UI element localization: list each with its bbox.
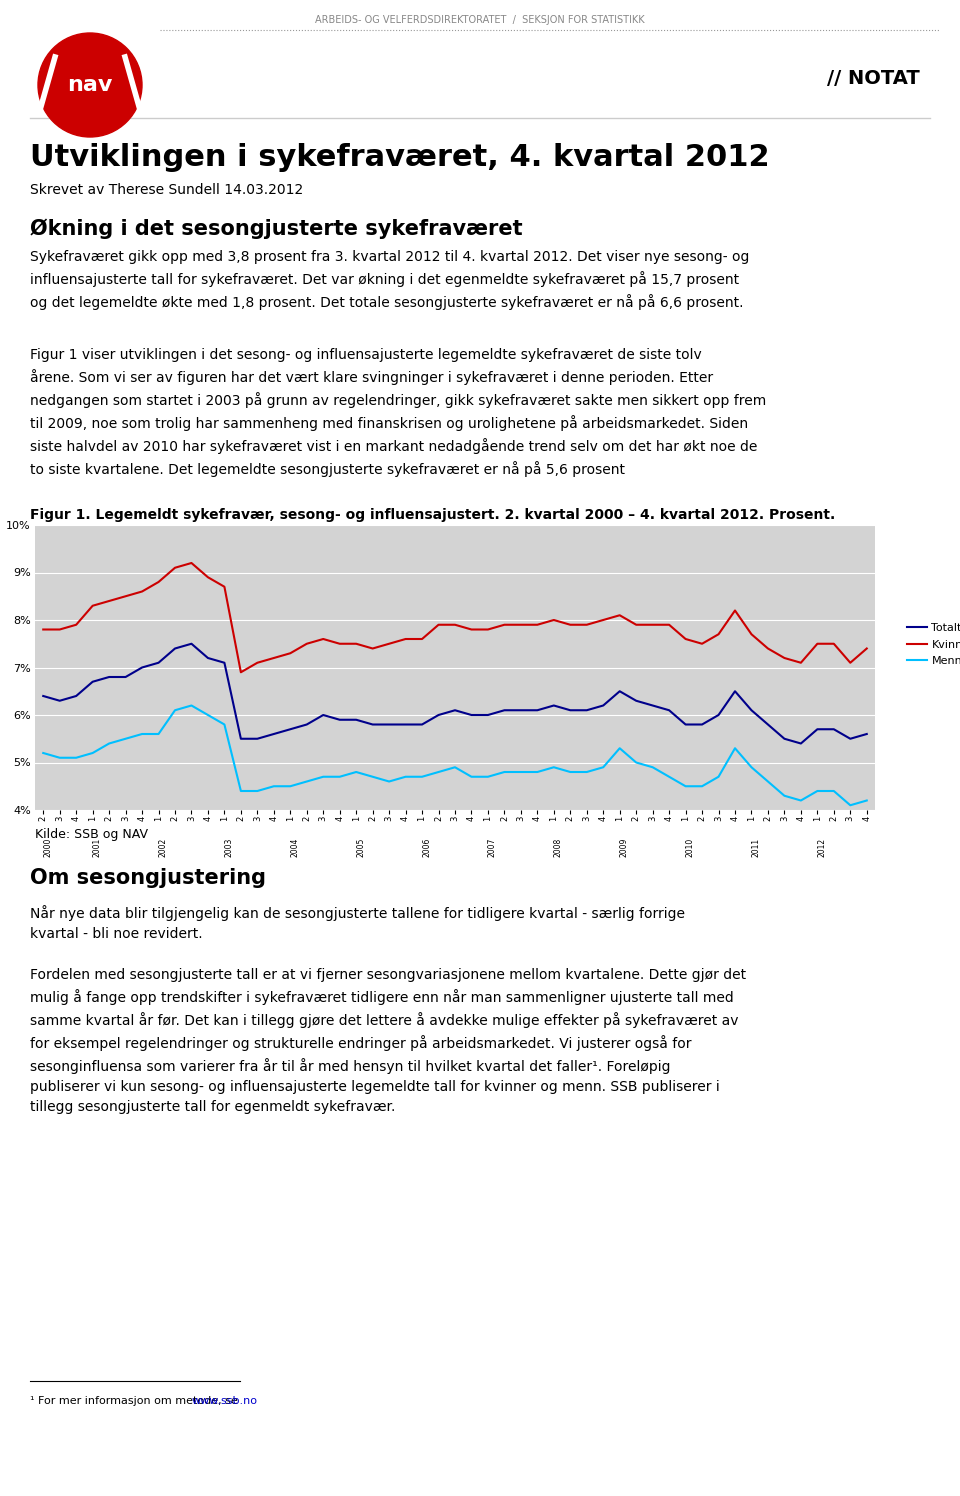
Text: 2000: 2000 xyxy=(43,838,52,857)
Text: Kilde: SSB og NAV: Kilde: SSB og NAV xyxy=(35,827,148,841)
Text: 2002: 2002 xyxy=(158,838,168,857)
Text: Figur 1. Legemeldt sykefravær, sesong- og influensajustert. 2. kvartal 2000 – 4.: Figur 1. Legemeldt sykefravær, sesong- o… xyxy=(30,509,835,522)
Text: nav: nav xyxy=(67,75,112,96)
Text: Fordelen med sesongjusterte tall er at vi fjerner sesongvariasjonene mellom kvar: Fordelen med sesongjusterte tall er at v… xyxy=(30,968,746,1115)
Circle shape xyxy=(38,33,142,138)
Text: Utviklingen i sykefraværet, 4. kvartal 2012: Utviklingen i sykefraværet, 4. kvartal 2… xyxy=(30,144,770,172)
Text: Figur 1 viser utviklingen i det sesong- og influensajusterte legemeldte sykefrav: Figur 1 viser utviklingen i det sesong- … xyxy=(30,349,766,477)
Text: ARBEIDS- OG VELFERDSDIREKTORATET  /  SEKSJON FOR STATISTIKK: ARBEIDS- OG VELFERDSDIREKTORATET / SEKSJ… xyxy=(315,15,645,25)
Text: ¹ For mer informasjon om metode, se: ¹ For mer informasjon om metode, se xyxy=(30,1396,241,1406)
Text: Skrevet av Therese Sundell 14.03.2012: Skrevet av Therese Sundell 14.03.2012 xyxy=(30,183,303,197)
Text: 2012: 2012 xyxy=(817,838,827,857)
Text: 2009: 2009 xyxy=(620,838,629,857)
Text: Om sesongjustering: Om sesongjustering xyxy=(30,868,266,889)
Text: Økning i det sesongjusterte sykefraværet: Økning i det sesongjusterte sykefraværet xyxy=(30,218,522,238)
Text: www.ssb.no: www.ssb.no xyxy=(192,1396,258,1406)
Text: 2003: 2003 xyxy=(225,838,233,857)
Text: 2011: 2011 xyxy=(752,838,760,857)
Text: 2007: 2007 xyxy=(488,838,497,857)
Text: 2006: 2006 xyxy=(422,838,431,857)
Text: // NOTAT: // NOTAT xyxy=(828,69,920,87)
Text: Sykefraværet gikk opp med 3,8 prosent fra 3. kvartal 2012 til 4. kvartal 2012. D: Sykefraværet gikk opp med 3,8 prosent fr… xyxy=(30,250,750,310)
Text: 2010: 2010 xyxy=(685,838,695,857)
Text: 2008: 2008 xyxy=(554,838,563,857)
Text: 2001: 2001 xyxy=(93,838,102,857)
Text: Når nye data blir tilgjengelig kan de sesongjusterte tallene for tidligere kvart: Når nye data blir tilgjengelig kan de se… xyxy=(30,905,685,941)
Legend: Totalt, Kvinner, Menn: Totalt, Kvinner, Menn xyxy=(902,618,960,670)
Text: 2005: 2005 xyxy=(356,838,365,857)
Text: 2004: 2004 xyxy=(290,838,300,857)
